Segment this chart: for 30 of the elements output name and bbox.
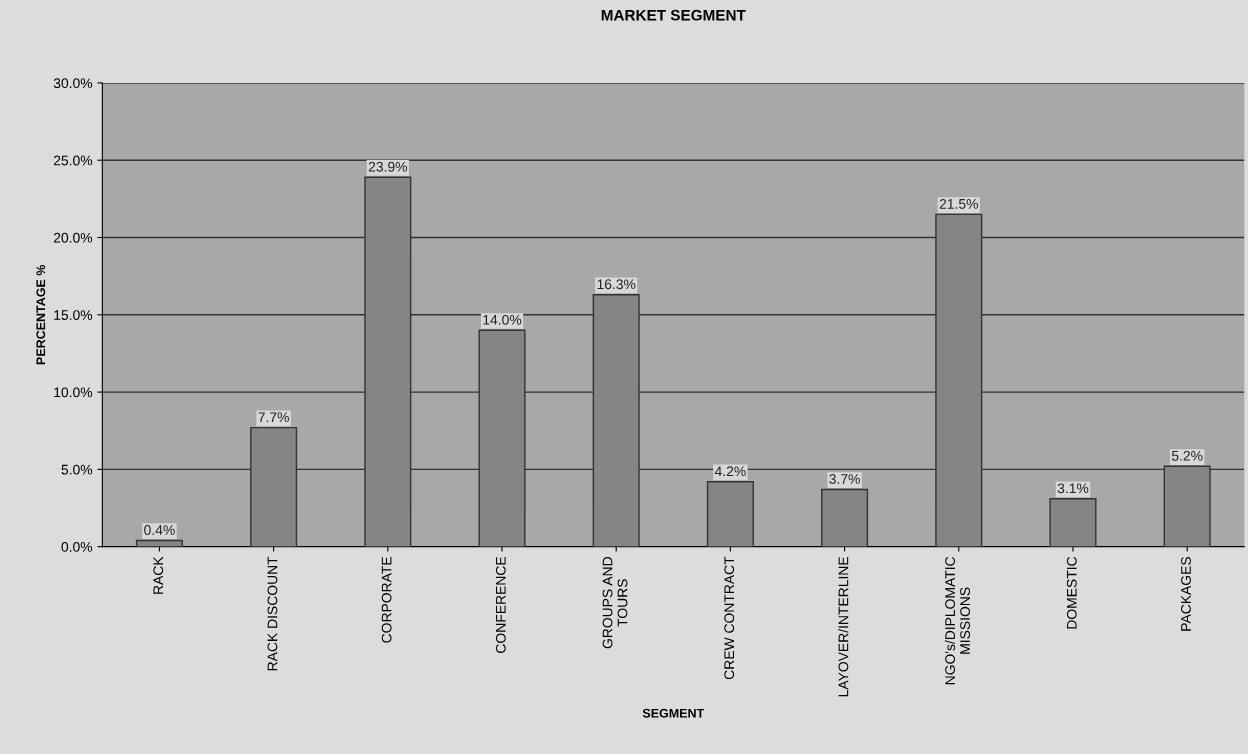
y-tick-label: 15.0%	[54, 310, 93, 320]
data-label: 4.2%	[714, 466, 746, 477]
data-label: 16.3%	[597, 279, 636, 290]
x-tick-label: NGO's/DIPLOMATIC MISSIONS	[944, 556, 970, 685]
y-tick-label: 0.0%	[61, 541, 93, 552]
x-tick-label: RACK DISCOUNT	[267, 556, 278, 671]
data-label: 21.5%	[939, 198, 978, 209]
x-tick-label: RACK	[153, 556, 164, 594]
data-label: 3.1%	[1057, 483, 1089, 494]
data-label: 5.2%	[1171, 450, 1203, 461]
y-tick-label: 20.0%	[53, 232, 93, 243]
x-tick-label: CREW CONTRACT	[724, 556, 735, 680]
y-tick-label: 25.0%	[53, 155, 93, 166]
x-tick-label: GROUPS AND TOURS	[602, 557, 628, 649]
chart-title: MARKET SEGMENT	[601, 9, 746, 21]
data-label: 0.4%	[144, 525, 175, 535]
y-tick-label: 10.0%	[54, 387, 93, 398]
x-axis-title: SEGMENT	[642, 708, 705, 718]
data-label: 7.7%	[258, 412, 289, 423]
data-label: 14.0%	[483, 314, 522, 325]
y-tick-label: 30.0%	[53, 78, 93, 89]
y-tick-label: 5.0%	[61, 464, 93, 475]
x-tick-label: CORPORATE	[381, 556, 392, 643]
data-label: 3.7%	[829, 474, 860, 484]
x-tick-label: PACKAGES	[1181, 557, 1191, 631]
x-tick-label: LAYOVER/INTERLINE	[838, 556, 849, 697]
x-tick-label: DOMESTIC	[1066, 556, 1077, 629]
x-tick-label: CONFERENCE	[495, 556, 506, 653]
data-label: 23.9%	[368, 161, 408, 172]
y-axis-title: PERCENTAGE %	[36, 264, 46, 365]
